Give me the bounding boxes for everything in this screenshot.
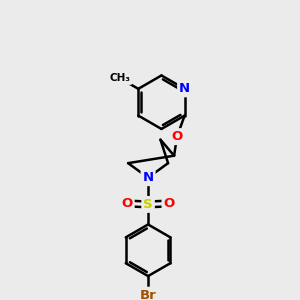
Text: N: N — [179, 82, 190, 95]
Text: O: O — [164, 197, 175, 210]
Text: CH₃: CH₃ — [110, 73, 130, 83]
Text: N: N — [142, 171, 154, 184]
Text: S: S — [143, 198, 153, 211]
Text: Br: Br — [140, 289, 157, 300]
Text: O: O — [171, 130, 183, 143]
Text: O: O — [122, 197, 133, 210]
